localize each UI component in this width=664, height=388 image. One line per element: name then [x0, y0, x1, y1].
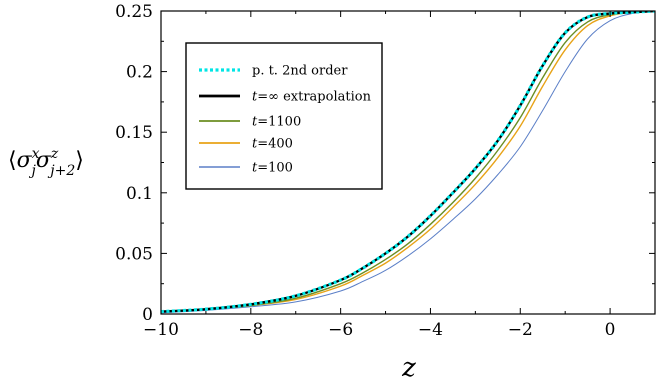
x-tick-label: −4	[418, 320, 443, 340]
legend-label-rest: =∞ extrapolation	[257, 90, 371, 105]
series-line-4	[161, 11, 655, 314]
legend-label-rest: =400	[257, 137, 293, 152]
y-tick-label: 0	[142, 305, 153, 325]
legend-label: t=100	[252, 161, 293, 176]
y-axis-label-sigma-2: σ	[36, 148, 52, 173]
legend-label: p. t. 2nd order	[252, 64, 348, 79]
y-axis-label-sub-2: j+2	[47, 163, 75, 179]
y-tick-label: 0.2	[126, 63, 153, 83]
y-tick-label: 0.05	[115, 244, 153, 264]
y-tick-label: 0.25	[115, 2, 153, 22]
x-tick-label: −8	[238, 320, 263, 340]
legend-label: t=400	[252, 137, 293, 152]
y-axis-label: ⟨σx jσz j+2⟩	[8, 146, 84, 179]
y-axis-label-open: ⟨	[8, 148, 17, 173]
legend-label: t=∞ extrapolation	[252, 90, 372, 105]
x-tick-label: −6	[328, 320, 353, 340]
legend-box	[185, 42, 383, 190]
y-tick-label: 0.1	[126, 184, 153, 204]
y-tick-label: 0.15	[115, 123, 153, 143]
y-axis-label-sup-1: x	[32, 146, 40, 162]
legend-label-rest: =1100	[257, 115, 301, 130]
x-tick-label: 0	[605, 320, 616, 340]
y-axis-label-sigma-1: σ	[17, 148, 33, 173]
series-line-2	[161, 11, 655, 313]
legend-label-rest: =100	[257, 161, 293, 176]
y-axis-label-sub-1: j	[29, 163, 37, 179]
ticks-layer: −10 −8 −6 −4 −2 0 0 0.05 0.1 0.15 0.2 0.25	[115, 2, 656, 340]
legend-label-var: t	[252, 90, 258, 105]
legend-label-var: t	[252, 115, 258, 130]
series-layer	[161, 11, 655, 314]
x-axis-label: z	[401, 353, 416, 383]
y-axis-label-close: ⟩	[75, 148, 84, 173]
legend-label: t=1100	[252, 115, 301, 130]
y-axis-label-sup-2: z	[50, 146, 59, 162]
legend-label-var: t	[252, 161, 258, 176]
legend-label-var: t	[252, 137, 258, 152]
series-line-0	[161, 11, 655, 314]
x-tick-label: −10	[143, 320, 179, 340]
x-tick-label: −2	[508, 320, 533, 340]
series-line-3	[161, 11, 655, 313]
